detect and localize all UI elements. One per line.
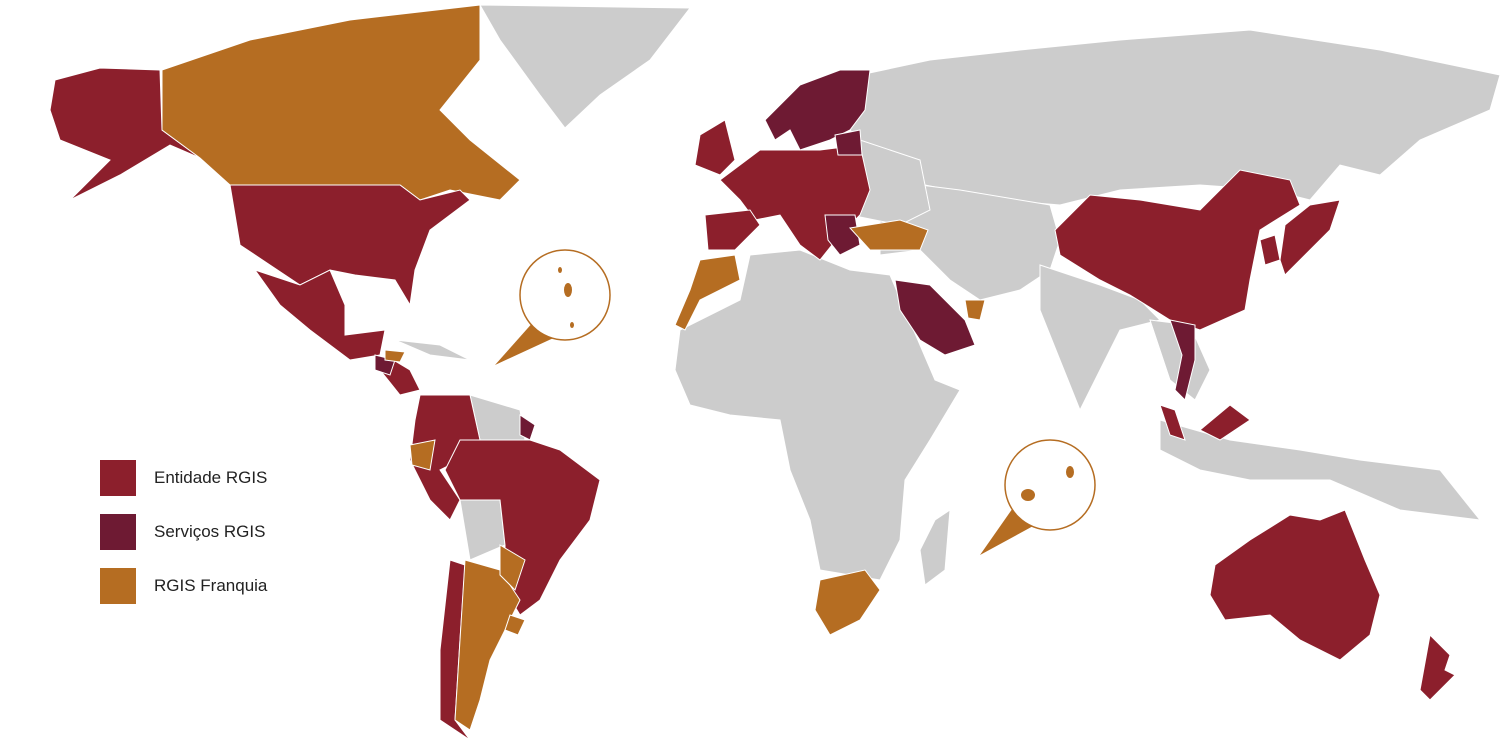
region-ecuador bbox=[409, 439, 436, 471]
region-morocco bbox=[674, 254, 741, 331]
region-new-zealand bbox=[1419, 633, 1456, 701]
region-honduras bbox=[384, 349, 406, 363]
region-malaysia bbox=[1159, 404, 1251, 441]
region-china bbox=[1054, 169, 1301, 331]
region-turkey bbox=[849, 219, 929, 251]
legend-swatch bbox=[100, 460, 136, 496]
region-japan bbox=[1279, 199, 1341, 276]
region-usa bbox=[229, 184, 471, 307]
region-korea bbox=[1259, 234, 1281, 266]
legend-item-franquia: RGIS Franquia bbox=[100, 568, 267, 604]
legend: Entidade RGIS Serviços RGIS RGIS Franqui… bbox=[100, 460, 267, 622]
region-saudi-arabia bbox=[894, 279, 976, 356]
region-madagascar bbox=[919, 509, 951, 586]
region-bolivia bbox=[459, 499, 506, 561]
region-vietnam bbox=[1169, 319, 1196, 401]
region-india-south-asia bbox=[1039, 264, 1161, 412]
legend-item-entidade: Entidade RGIS bbox=[100, 460, 267, 496]
region-uk-ireland bbox=[694, 119, 736, 176]
region-paraguay bbox=[499, 544, 526, 591]
region-australia bbox=[1209, 509, 1381, 661]
legend-label: RGIS Franquia bbox=[154, 576, 268, 595]
legend-swatch bbox=[100, 514, 136, 550]
inset-mascarene bbox=[980, 439, 1096, 555]
region-balkans bbox=[824, 214, 861, 256]
region-indonesia bbox=[1159, 419, 1482, 521]
region-mexico bbox=[253, 269, 386, 361]
region-canada bbox=[161, 4, 521, 201]
legend-label: Entidade RGIS bbox=[154, 468, 268, 487]
legend-label: Serviços RGIS bbox=[154, 522, 266, 541]
region-south-africa bbox=[814, 569, 881, 636]
region-scandinavia bbox=[764, 69, 871, 151]
region-greenland bbox=[479, 4, 692, 129]
region-iberia bbox=[704, 209, 761, 251]
legend-item-servicos: Serviços RGIS bbox=[100, 514, 267, 550]
region-uae bbox=[964, 299, 986, 321]
region-caribbean bbox=[394, 339, 471, 361]
inset-caribbean bbox=[495, 249, 611, 365]
legend-swatch bbox=[100, 568, 136, 604]
region-baltics bbox=[834, 129, 863, 156]
region-russia-asia bbox=[849, 29, 1500, 206]
region-suriname bbox=[519, 414, 536, 441]
region-alaska bbox=[49, 67, 201, 201]
region-brazil bbox=[444, 439, 601, 616]
region-uruguay bbox=[504, 614, 526, 636]
